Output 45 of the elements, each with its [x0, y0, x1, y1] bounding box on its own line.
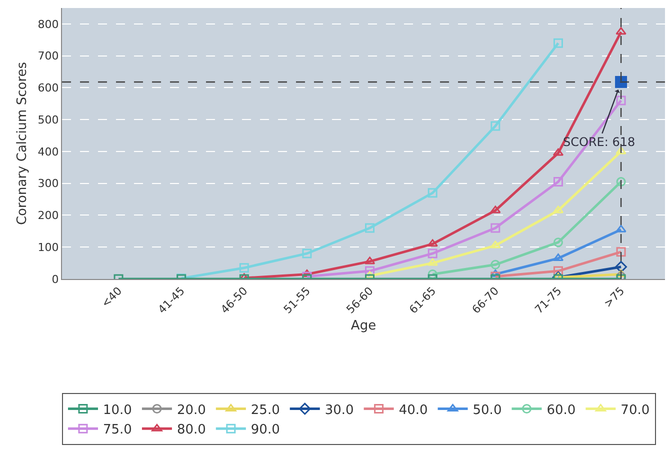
legend-label: 90.0 — [250, 422, 280, 438]
y-tick-label: 0 — [52, 272, 59, 286]
legend-label: 40.0 — [398, 402, 428, 418]
point — [616, 146, 626, 154]
point — [428, 188, 438, 198]
x-axis-title: Age — [350, 318, 376, 334]
y-tick-label: 300 — [38, 177, 59, 190]
point — [616, 96, 626, 106]
legend-label: 10.0 — [103, 402, 132, 418]
point — [553, 238, 563, 248]
point — [490, 240, 501, 248]
point — [616, 247, 626, 257]
point — [490, 223, 500, 233]
legend-label: 60.0 — [546, 402, 576, 418]
legend-label: 30.0 — [324, 402, 354, 418]
point — [365, 223, 375, 233]
y-tick-label: 500 — [38, 113, 59, 126]
point — [616, 224, 626, 232]
point — [490, 206, 501, 214]
point — [553, 177, 563, 187]
y-axis-title: Coronary Calcium Scores — [15, 62, 30, 226]
point — [616, 27, 626, 35]
x-tick-label: <40 — [98, 284, 125, 310]
y-tick-label: 700 — [38, 50, 59, 63]
y-tick-label: 800 — [38, 18, 59, 31]
legend-label: 20.0 — [176, 402, 206, 418]
point — [427, 239, 438, 247]
point — [616, 177, 626, 187]
point — [428, 248, 438, 258]
y-tick-label: 100 — [38, 240, 59, 254]
point — [302, 248, 312, 258]
point — [490, 121, 500, 131]
point — [239, 263, 249, 273]
y-tick-label: 400 — [38, 145, 59, 158]
legend-label: 70.0 — [620, 402, 650, 418]
point — [490, 260, 500, 270]
point — [553, 38, 563, 48]
legend-label: 25.0 — [250, 402, 280, 418]
point — [428, 269, 438, 279]
legend-label: 75.0 — [103, 422, 132, 438]
y-tick-label: 200 — [38, 209, 59, 222]
legend-label: 80.0 — [176, 422, 206, 438]
point — [427, 258, 438, 266]
legend-label: 50.0 — [472, 402, 502, 418]
y-tick-label: 600 — [38, 82, 59, 95]
